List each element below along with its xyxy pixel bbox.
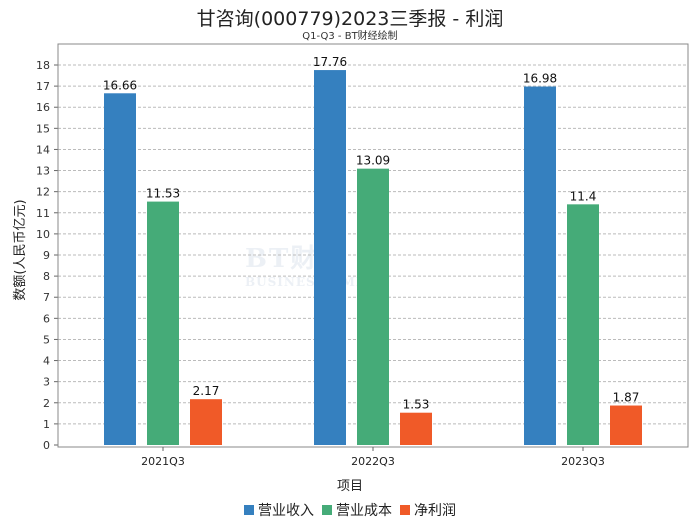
legend-swatch — [244, 505, 254, 515]
bar-营业成本 — [567, 204, 599, 445]
y-axis-label: 数额(人民币亿元) — [13, 199, 28, 300]
data-label: 16.98 — [523, 72, 557, 86]
bar-营业收入 — [314, 70, 346, 446]
bar-净利润 — [400, 412, 432, 445]
data-label: 17.76 — [313, 55, 347, 69]
y-tick-label: 11 — [36, 207, 50, 220]
y-tick-label: 2 — [43, 397, 50, 410]
y-tick-label: 18 — [36, 59, 50, 72]
y-tick-label: 12 — [36, 186, 50, 199]
legend-label: 营业成本 — [336, 503, 392, 519]
y-tick-label: 16 — [36, 101, 50, 114]
legend-item[interactable]: 营业收入 — [244, 503, 314, 519]
data-label: 13.09 — [356, 154, 390, 168]
y-tick-label: 10 — [36, 228, 50, 241]
legend-label: 营业收入 — [258, 503, 314, 519]
bar-营业成本 — [357, 168, 389, 445]
y-tick-label: 7 — [43, 291, 50, 304]
bar-营业成本 — [147, 201, 179, 445]
y-tick-label: 0 — [43, 439, 50, 452]
y-tick-label: 5 — [43, 333, 50, 346]
legend-item[interactable]: 营业成本 — [322, 503, 392, 519]
x-tick-label: 2023Q3 — [561, 455, 605, 468]
x-tick-label: 2021Q3 — [141, 455, 185, 468]
x-tick-label: 2022Q3 — [351, 455, 395, 468]
data-label: 1.87 — [613, 391, 640, 405]
y-tick-label: 1 — [43, 418, 50, 431]
data-label: 16.66 — [103, 78, 137, 92]
legend-swatch — [322, 505, 332, 515]
y-tick-label: 9 — [43, 249, 50, 262]
y-tick-label: 14 — [36, 143, 50, 156]
x-axis-label: 项目 — [337, 479, 363, 494]
chart-subtitle: Q1-Q3 - BT财经绘制 — [302, 31, 398, 42]
legend-swatch — [400, 505, 410, 515]
legend-item[interactable]: 净利润 — [400, 503, 456, 519]
y-tick-label: 3 — [43, 376, 50, 389]
legend: 营业收入 营业成本 净利润 — [0, 500, 700, 520]
legend-label: 净利润 — [414, 503, 456, 519]
y-tick-label: 6 — [43, 312, 50, 325]
data-label: 11.4 — [570, 189, 597, 203]
data-label: 2.17 — [193, 384, 220, 398]
chart-title: 甘咨询(000779)2023三季报 - 利润 — [196, 8, 504, 30]
data-label: 11.53 — [146, 187, 180, 201]
bar-净利润 — [190, 399, 222, 445]
y-tick-label: 17 — [36, 80, 50, 93]
y-tick-label: 4 — [43, 355, 50, 368]
data-label: 1.53 — [403, 398, 430, 412]
bar-营业收入 — [524, 86, 556, 446]
y-tick-label: 13 — [36, 165, 50, 178]
bar-净利润 — [610, 405, 642, 445]
y-tick-label: 8 — [43, 270, 50, 283]
y-tick-label: 15 — [36, 122, 50, 135]
bar-营业收入 — [104, 93, 136, 446]
